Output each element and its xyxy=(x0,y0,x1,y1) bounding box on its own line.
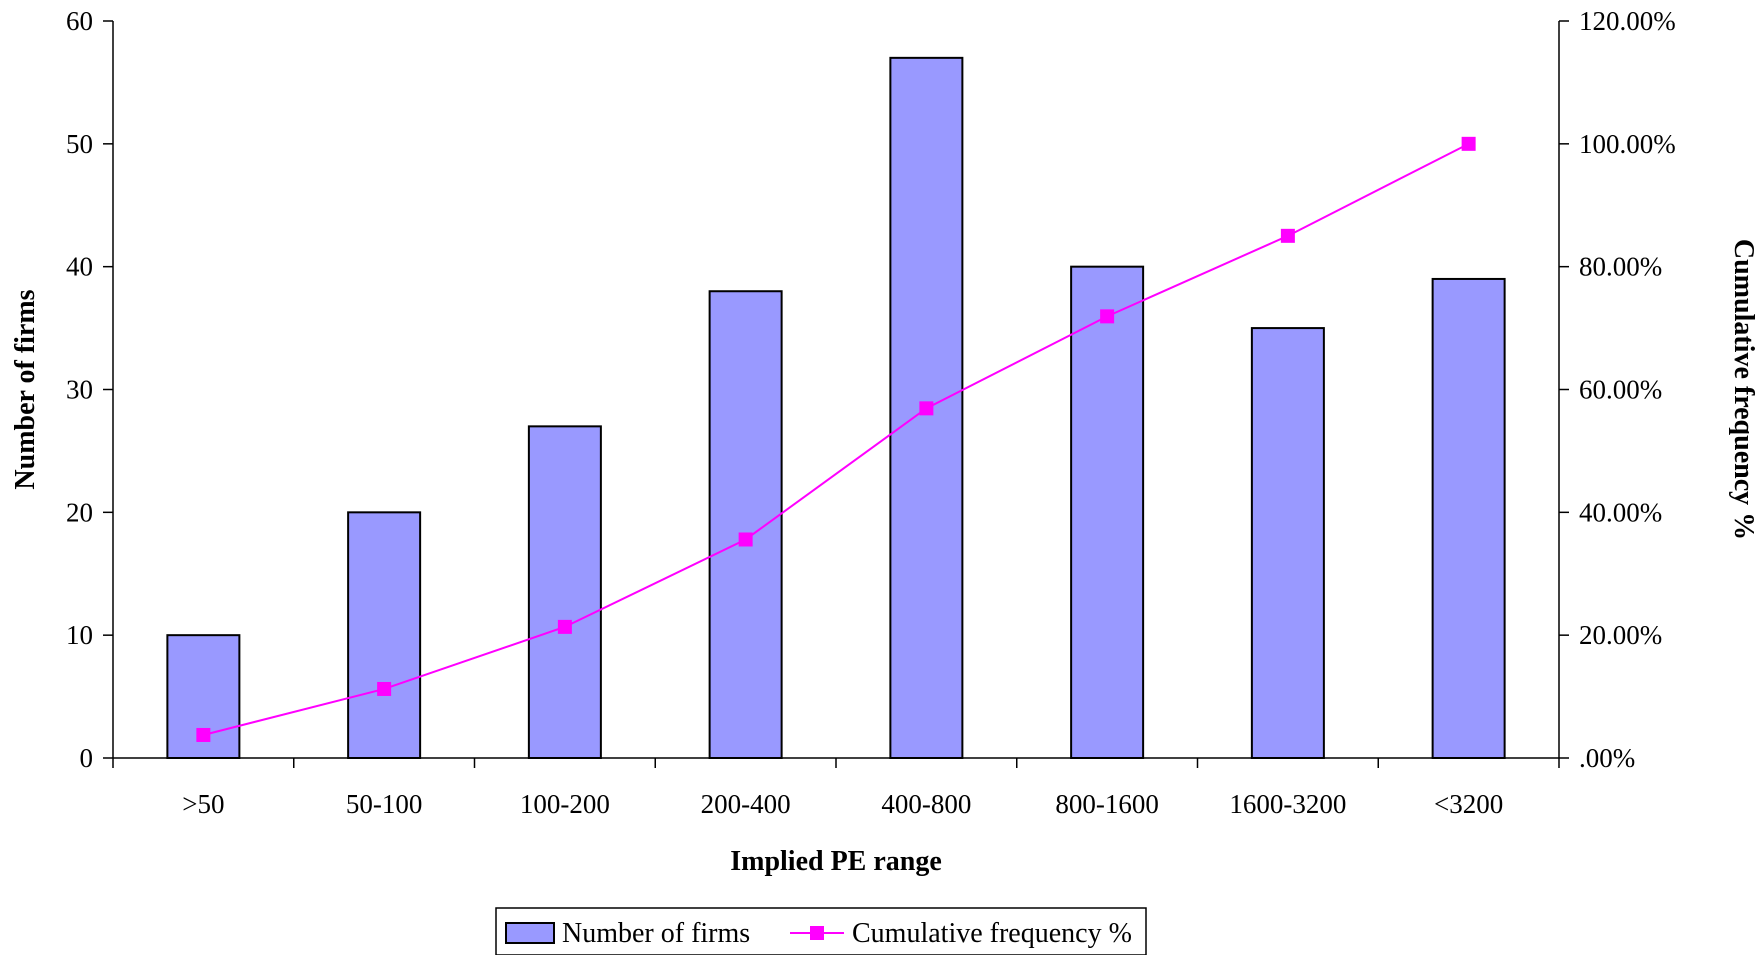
line-point-0 xyxy=(196,727,211,742)
y-tick-label-0: 0 xyxy=(80,743,94,773)
bar-1 xyxy=(347,511,422,759)
y-tick-label-5: 50 xyxy=(66,129,93,159)
y2-axis-title: Cumulative frequency % xyxy=(1728,239,1758,540)
x-tick-label-1: 50-100 xyxy=(346,789,423,819)
x-tick-label-0: >50 xyxy=(182,789,224,819)
y-tick-label-1: 10 xyxy=(66,620,93,650)
legend-label-line: Cumulative frequency % xyxy=(852,918,1132,949)
y-tick-label-4: 40 xyxy=(66,252,93,282)
y2-tick-label-5: 100.00% xyxy=(1579,129,1676,159)
y2-tick-label-4: 80.00% xyxy=(1579,252,1662,282)
bar-2 xyxy=(527,425,602,759)
x-tick-label-3: 200-400 xyxy=(701,789,791,819)
bar-6 xyxy=(1250,327,1325,759)
line-point-5 xyxy=(1100,309,1115,324)
x-tick-label-4: 400-800 xyxy=(881,789,971,819)
y2-tick-label-2: 40.00% xyxy=(1579,497,1662,527)
line-point-6 xyxy=(1280,228,1295,243)
cumulative-line xyxy=(203,142,1470,736)
line-point-1 xyxy=(377,681,392,696)
y2-tick-label-3: 60.00% xyxy=(1579,375,1662,405)
line-point-4 xyxy=(919,401,934,416)
axes-group xyxy=(103,20,1569,768)
line-point-3 xyxy=(738,532,753,547)
y-tick-label-3: 30 xyxy=(66,375,93,405)
legend-label-bars: Number of firms xyxy=(562,918,750,949)
labels-group: 0102030405060.00%20.00%40.00%60.00%80.00… xyxy=(10,6,1758,877)
y-tick-label-2: 20 xyxy=(66,497,93,527)
y2-tick-label-6: 120.00% xyxy=(1579,6,1676,36)
legend: Number of firms Cumulative frequency % xyxy=(495,907,1147,956)
x-tick-label-6: 1600-3200 xyxy=(1229,789,1346,819)
bar-7 xyxy=(1431,277,1506,759)
line-series-group xyxy=(196,136,1476,742)
legend-line-marker xyxy=(810,926,824,940)
x-tick-label-5: 800-1600 xyxy=(1055,789,1159,819)
x-tick-label-7: <3200 xyxy=(1434,789,1503,819)
legend-bar-swatch xyxy=(505,922,555,944)
y2-tick-label-0: .00% xyxy=(1579,743,1635,773)
bar-5 xyxy=(1070,265,1145,759)
x-axis-title: Implied PE range xyxy=(730,846,942,877)
line-point-2 xyxy=(557,619,572,634)
line-point-7 xyxy=(1461,136,1476,151)
x-tick-label-2: 100-200 xyxy=(520,789,610,819)
bar-3 xyxy=(708,290,783,759)
y-tick-label-6: 60 xyxy=(66,6,93,36)
bar-series-group xyxy=(166,56,1506,760)
y2-tick-label-1: 20.00% xyxy=(1579,620,1662,650)
y-axis-title: Number of firms xyxy=(10,289,41,489)
